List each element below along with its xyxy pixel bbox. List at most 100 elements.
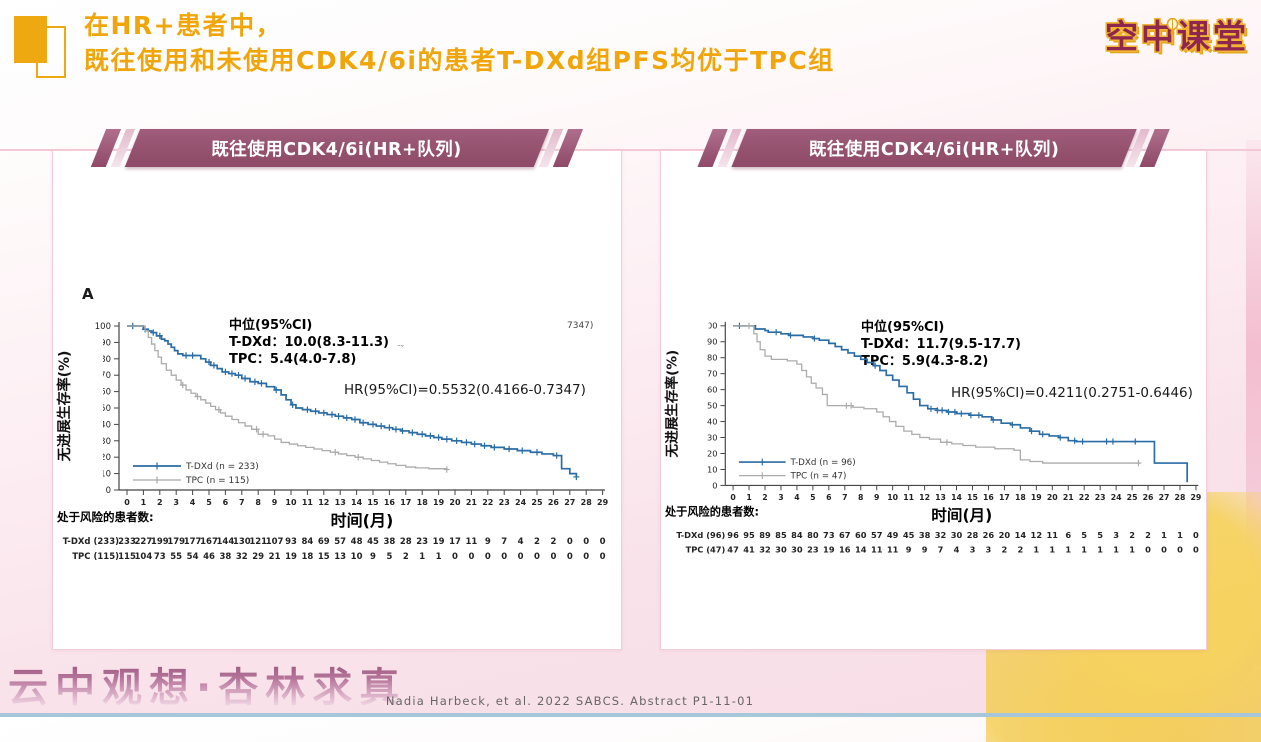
svg-text:12: 12 [318, 498, 329, 507]
svg-text:70: 70 [100, 371, 111, 381]
panel-prior-cdk46i: 既往使用CDK4/6i(HR+队列) A 中位(95%CI) T-DXd：10.… [52, 129, 622, 650]
svg-text:29: 29 [1191, 493, 1202, 502]
svg-text:T-DXd (n = 233): T-DXd (n = 233) [185, 462, 259, 472]
svg-text:1: 1 [1081, 545, 1087, 555]
svg-text:73: 73 [823, 530, 835, 540]
svg-text:100: 100 [95, 322, 111, 332]
svg-text:29: 29 [252, 552, 264, 562]
svg-text:23: 23 [499, 498, 510, 507]
svg-text:40: 40 [707, 416, 718, 426]
svg-text:0: 0 [1177, 545, 1183, 555]
svg-text:0: 0 [452, 552, 458, 562]
svg-text:20: 20 [707, 448, 718, 458]
svg-text:50: 50 [707, 401, 718, 411]
svg-text:1: 1 [1113, 545, 1119, 555]
svg-text:80: 80 [707, 353, 718, 363]
svg-text:0: 0 [518, 552, 524, 562]
svg-text:14: 14 [951, 493, 962, 502]
svg-text:1: 1 [1177, 530, 1183, 540]
svg-text:0: 0 [106, 486, 111, 496]
svg-text:90: 90 [100, 338, 111, 348]
svg-text:25: 25 [1127, 493, 1138, 502]
svg-text:80: 80 [807, 530, 819, 540]
logo: 空中课堂 [1105, 10, 1249, 58]
svg-text:233: 233 [118, 537, 136, 547]
svg-text:TPC (n = 115): TPC (n = 115) [185, 476, 249, 486]
svg-text:7: 7 [501, 537, 507, 547]
svg-text:10: 10 [100, 470, 111, 480]
svg-text:2: 2 [762, 493, 767, 502]
panel-banner: 既往使用CDK4/6i(HR+队列) [90, 129, 584, 167]
svg-text:0: 0 [600, 552, 606, 562]
svg-text:60: 60 [707, 385, 718, 395]
svg-text:84: 84 [791, 530, 803, 540]
svg-text:121: 121 [249, 537, 267, 547]
svg-text:9: 9 [370, 552, 376, 562]
svg-text:14: 14 [1015, 530, 1027, 540]
svg-text:0: 0 [1161, 545, 1167, 555]
svg-text:47: 47 [727, 545, 739, 555]
svg-text:0: 0 [600, 537, 606, 547]
svg-text:1: 1 [1161, 530, 1167, 540]
svg-text:144: 144 [217, 537, 235, 547]
svg-text:0: 0 [730, 493, 736, 502]
svg-text:26: 26 [548, 498, 560, 507]
svg-text:50: 50 [100, 404, 111, 414]
svg-text:179: 179 [167, 537, 185, 547]
svg-text:9: 9 [906, 545, 912, 555]
svg-text:1: 1 [1065, 545, 1071, 555]
svg-text:85: 85 [775, 530, 787, 540]
svg-text:TPC (115): TPC (115) [72, 552, 119, 562]
svg-text:107: 107 [266, 537, 284, 547]
svg-text:26: 26 [1143, 493, 1154, 502]
median-tdxd: T-DXd：11.7(9.5-17.7) [861, 337, 1021, 352]
svg-text:45: 45 [903, 530, 915, 540]
median-stats: 中位(95%CI) T-DXd：10.0(8.3-11.3) TPC：5.4(4… [229, 317, 389, 368]
svg-text:T-DXd (n = 96): T-DXd (n = 96) [789, 458, 855, 468]
svg-text:0: 0 [1145, 545, 1151, 555]
svg-text:16: 16 [384, 498, 396, 507]
svg-text:89: 89 [759, 530, 771, 540]
banner-bar: 既往使用CDK4/6i(HR+队列) [730, 129, 1137, 167]
svg-text:17: 17 [400, 498, 411, 507]
svg-text:199: 199 [151, 537, 169, 547]
svg-text:20: 20 [999, 530, 1011, 540]
svg-text:0: 0 [1193, 530, 1199, 540]
svg-text:96: 96 [727, 530, 739, 540]
svg-text:7: 7 [842, 493, 847, 502]
svg-text:15: 15 [967, 493, 978, 502]
svg-text:19: 19 [823, 545, 835, 555]
svg-text:29: 29 [597, 498, 609, 507]
svg-text:0: 0 [485, 552, 491, 562]
svg-text:17: 17 [999, 493, 1010, 502]
svg-text:1: 1 [1049, 545, 1055, 555]
svg-text:3: 3 [1113, 530, 1119, 540]
median-tdxd: T-DXd：10.0(8.3-11.3) [229, 335, 389, 350]
page-title-line1: 在HR+患者中， [84, 11, 283, 40]
svg-text:14: 14 [351, 498, 363, 507]
svg-text:5: 5 [386, 552, 392, 562]
median-stats: 中位(95%CI) T-DXd：11.7(9.5-17.7) TPC：5.9(4… [861, 319, 1021, 370]
svg-text:处于风险的患者数:: 处于风险的患者数: [56, 510, 154, 524]
svg-text:1: 1 [1097, 545, 1103, 555]
svg-text:38: 38 [219, 552, 231, 562]
svg-text:32: 32 [759, 545, 771, 555]
svg-text:80: 80 [100, 355, 111, 365]
svg-text:5: 5 [1097, 530, 1103, 540]
svg-text:104: 104 [135, 552, 153, 562]
svg-text:T-DXd (233): T-DXd (233) [63, 537, 119, 547]
svg-text:6: 6 [1065, 530, 1071, 540]
svg-text:67: 67 [839, 530, 851, 540]
svg-text:60: 60 [100, 388, 111, 398]
panel-no-prior-cdk46i: 既往使用CDK4/6i(HR+队列) 中位(95%CI) T-DXd：11.7(… [660, 129, 1207, 650]
svg-text:100: 100 [702, 321, 718, 331]
median-title: 中位(95%CI) [861, 320, 945, 335]
svg-text:0: 0 [468, 552, 474, 562]
svg-text:5: 5 [1081, 530, 1087, 540]
svg-text:27: 27 [1159, 493, 1170, 502]
svg-text:24: 24 [1111, 493, 1122, 502]
svg-text:1: 1 [419, 552, 425, 562]
svg-text:9: 9 [922, 545, 928, 555]
svg-text:60: 60 [855, 530, 867, 540]
svg-text:9: 9 [272, 498, 278, 507]
